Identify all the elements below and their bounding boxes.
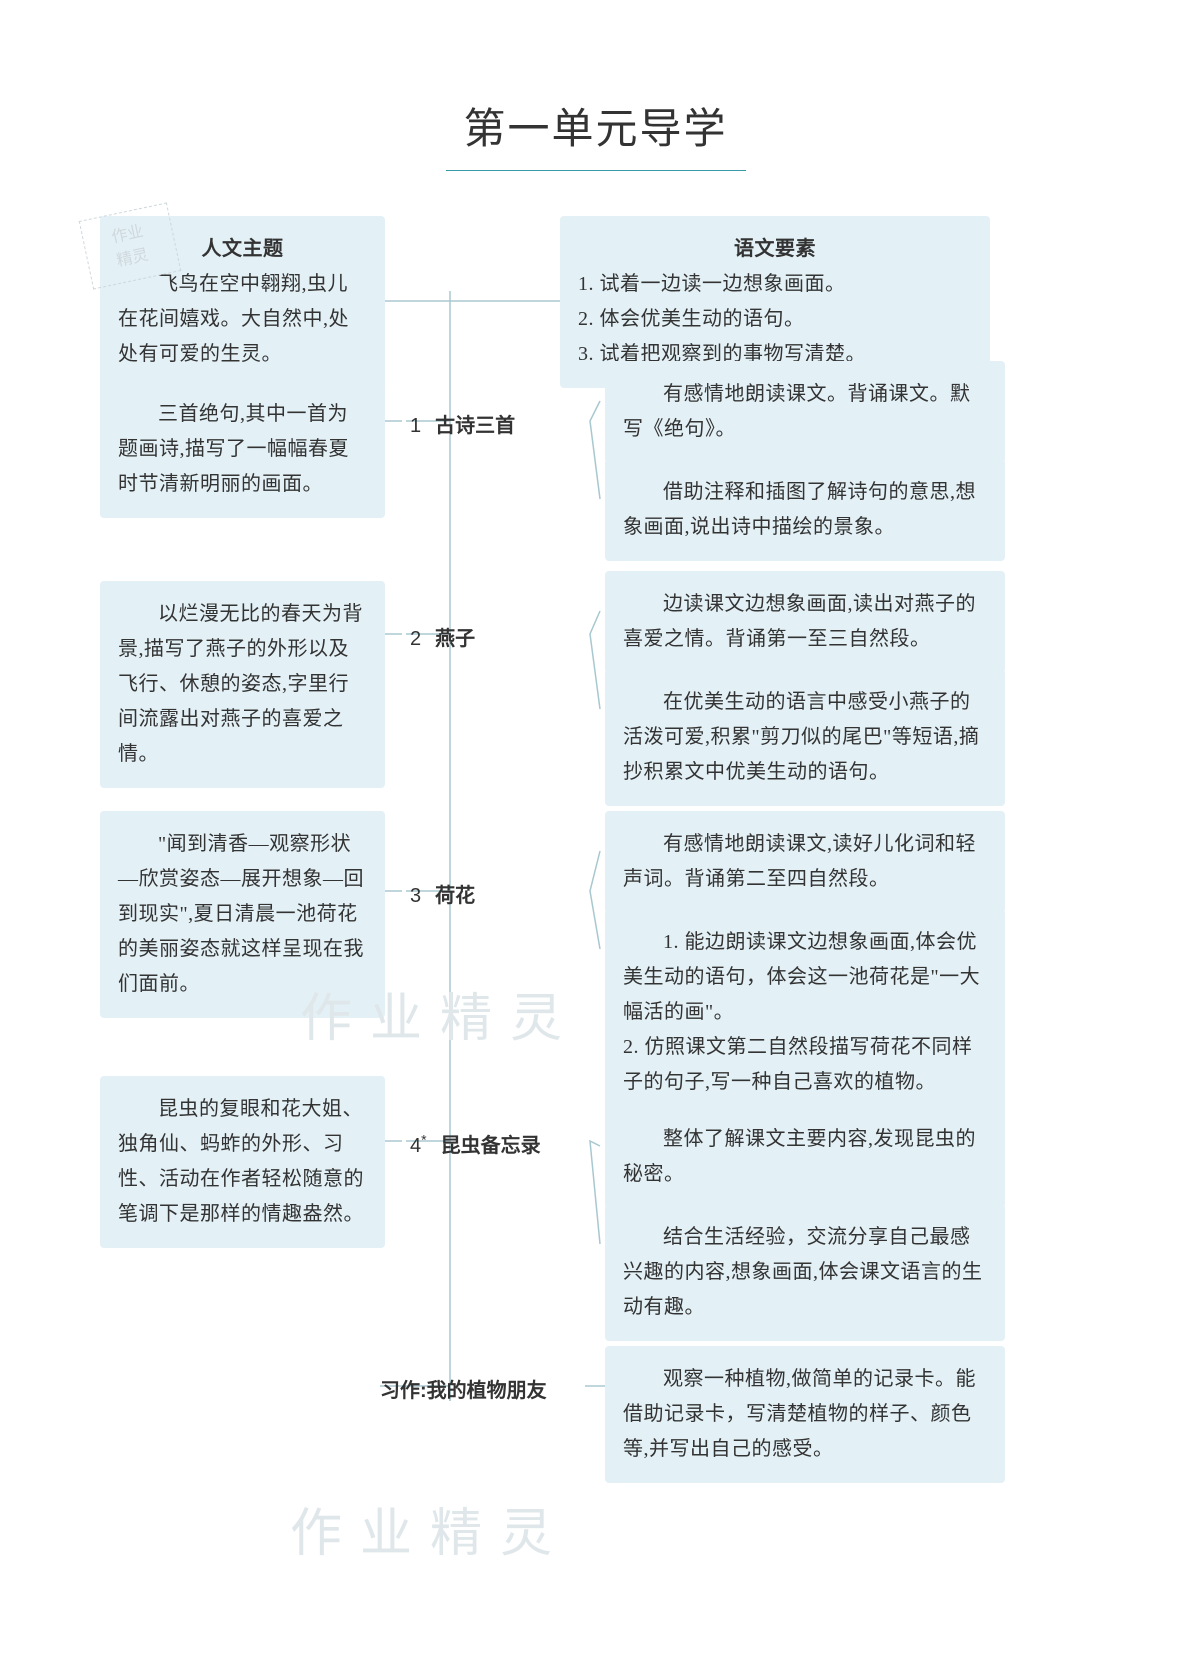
lesson-1-left: 三首绝句,其中一首为题画诗,描写了一幅幅春夏时节清新明丽的画面。 [100, 381, 385, 518]
page-title: 第一单元导学 [0, 0, 1191, 156]
top-left-box-heading: 人文主题 [118, 232, 367, 267]
lesson-3-right-1-body: 有感情地朗读课文,读好儿化词和轻声词。背诵第二至四自然段。 [623, 827, 987, 897]
lesson-4-right-2-body: 结合生活经验，交流分享自己最感兴趣的内容,想象画面,体会课文语言的生动有趣。 [623, 1220, 987, 1325]
diagram-container: 人文主题飞鸟在空中翱翔,虫儿在花间嬉戏。大自然中,处处有可爱的生灵。 语文要素 1.… [0, 171, 1191, 1621]
lesson-1-right-1: 有感情地朗读课文。背诵课文。默写《绝句》。 [605, 361, 1005, 463]
lesson-1-right-2: 借助注释和插图了解诗句的意思,想象画面,说出诗中描绘的景象。 [605, 459, 1005, 561]
lesson-3-right-1: 有感情地朗读课文,读好儿化词和轻声词。背诵第二至四自然段。 [605, 811, 1005, 913]
lesson-3-left-body: "闻到清香—观察形状—欣赏姿态—展开想象—回到现实",夏日清晨一池荷花的美丽姿态… [118, 827, 367, 1002]
writing-right: 观察一种植物,做简单的记录卡。能借助记录卡，写清楚植物的样子、颜色等,并写出自己… [605, 1346, 1005, 1483]
top-left-box: 人文主题飞鸟在空中翱翔,虫儿在花间嬉戏。大自然中,处处有可爱的生灵。 [100, 216, 385, 388]
lesson-node-2: 2燕子 [410, 622, 475, 651]
lesson-node-4: 4*昆虫备忘录 [410, 1129, 541, 1158]
lesson-node-3: 3荷花 [410, 879, 475, 908]
lesson-3-right-2: 1. 能边朗读课文边想象画面,体会优美生动的语句，体会这一池荷花是"一大幅活的画… [605, 909, 1005, 1116]
writing-node: 习作:我的植物朋友 [380, 1374, 547, 1403]
lesson-4-left-body: 昆虫的复眼和花大姐、独角仙、蚂蚱的外形、习性、活动在作者轻松随意的笔调下是那样的… [118, 1092, 367, 1232]
lesson-2-right-1: 边读课文边想象画面,读出对燕子的喜爱之情。背诵第一至三自然段。 [605, 571, 1005, 673]
lesson-2-right-1-body: 边读课文边想象画面,读出对燕子的喜爱之情。背诵第一至三自然段。 [623, 587, 987, 657]
top-left-box-body: 飞鸟在空中翱翔,虫儿在花间嬉戏。大自然中,处处有可爱的生灵。 [118, 267, 367, 372]
lesson-2-left: 以烂漫无比的春天为背景,描写了燕子的外形以及飞行、休憩的姿态,字里行间流露出对燕… [100, 581, 385, 788]
lesson-4-right-2: 结合生活经验，交流分享自己最感兴趣的内容,想象画面,体会课文语言的生动有趣。 [605, 1204, 1005, 1341]
lesson-2-left-body: 以烂漫无比的春天为背景,描写了燕子的外形以及飞行、休憩的姿态,字里行间流露出对燕… [118, 597, 367, 772]
lesson-1-right-2-body: 借助注释和插图了解诗句的意思,想象画面,说出诗中描绘的景象。 [623, 475, 987, 545]
lesson-2-right-2: 在优美生动的语言中感受小燕子的活泼可爱,积累"剪刀似的尾巴"等短语,摘抄积累文中… [605, 669, 1005, 806]
lesson-4-right-1-body: 整体了解课文主要内容,发现昆虫的秘密。 [623, 1122, 987, 1192]
top-right-box-heading: 语文要素 [578, 232, 972, 267]
lesson-node-1: 1古诗三首 [410, 409, 515, 438]
lesson-1-right-1-body: 有感情地朗读课文。背诵课文。默写《绝句》。 [623, 377, 987, 447]
lesson-3-left: "闻到清香—观察形状—欣赏姿态—展开想象—回到现实",夏日清晨一池荷花的美丽姿态… [100, 811, 385, 1018]
lesson-4-right-1: 整体了解课文主要内容,发现昆虫的秘密。 [605, 1106, 1005, 1208]
writing-right-body: 观察一种植物,做简单的记录卡。能借助记录卡，写清楚植物的样子、颜色等,并写出自己… [623, 1362, 987, 1467]
watermark-2: 作业精灵 [290, 1491, 570, 1566]
lesson-3-right-2-body: 1. 能边朗读课文边想象画面,体会优美生动的语句，体会这一池荷花是"一大幅活的画… [623, 925, 987, 1100]
lesson-4-left: 昆虫的复眼和花大姐、独角仙、蚂蚱的外形、习性、活动在作者轻松随意的笔调下是那样的… [100, 1076, 385, 1248]
lesson-2-right-2-body: 在优美生动的语言中感受小燕子的活泼可爱,积累"剪刀似的尾巴"等短语,摘抄积累文中… [623, 685, 987, 790]
lesson-1-left-body: 三首绝句,其中一首为题画诗,描写了一幅幅春夏时节清新明丽的画面。 [118, 397, 367, 502]
